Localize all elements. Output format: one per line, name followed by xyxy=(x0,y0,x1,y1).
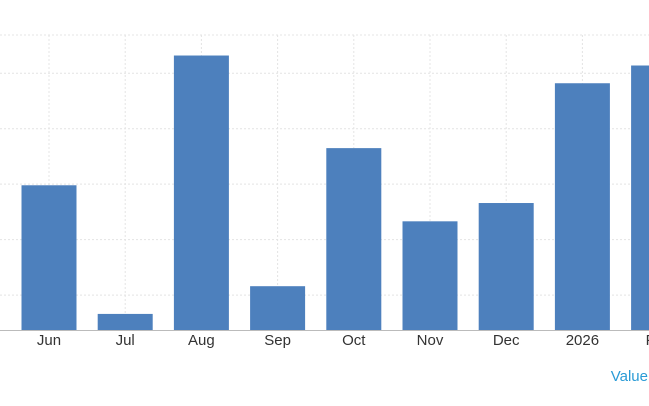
bar xyxy=(326,148,382,330)
x-tick-label: Dec xyxy=(493,332,520,349)
bar xyxy=(402,221,458,330)
bar xyxy=(21,185,77,330)
x-tick-label: Nov xyxy=(417,332,444,349)
bar xyxy=(554,83,610,330)
bar xyxy=(478,203,534,330)
x-tick-label: Jun xyxy=(37,332,61,349)
x-tick-label: Oct xyxy=(342,332,366,349)
x-tick-label: 2026 xyxy=(566,332,599,349)
x-tick-label: Sep xyxy=(264,332,291,349)
bar xyxy=(97,313,153,330)
x-tick-label: Feb xyxy=(646,332,649,349)
bar xyxy=(631,65,649,331)
bar xyxy=(173,55,229,331)
value-link[interactable]: Value xyxy=(611,368,648,385)
bar xyxy=(250,286,306,330)
x-tick-label: Jul xyxy=(116,332,135,349)
x-tick-label: Aug xyxy=(188,332,215,349)
